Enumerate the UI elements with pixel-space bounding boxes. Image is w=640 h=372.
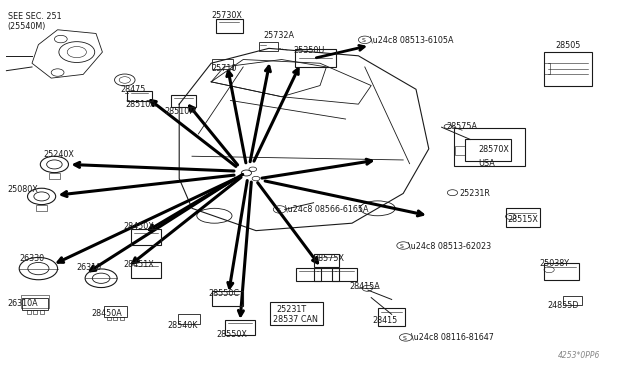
Text: S: S: [276, 208, 280, 213]
Bar: [21, 295, 49, 308]
Text: 28450A: 28450A: [92, 309, 122, 318]
Text: \u24c8 08513-6105A: \u24c8 08513-6105A: [370, 35, 453, 44]
Bar: [113, 317, 117, 320]
Text: 25710: 25710: [211, 64, 237, 73]
Bar: [314, 254, 339, 267]
Text: S: S: [400, 244, 404, 249]
Text: S: S: [362, 38, 365, 44]
Text: 28540K: 28540K: [168, 321, 198, 330]
Text: 28575A: 28575A: [446, 122, 477, 131]
Text: 28450X: 28450X: [124, 222, 154, 231]
Text: (25540M): (25540M): [8, 22, 46, 31]
Bar: [33, 310, 37, 314]
Text: \u24c8 08513-62023: \u24c8 08513-62023: [408, 241, 492, 250]
Bar: [212, 59, 233, 69]
Bar: [107, 317, 111, 320]
Text: 28505: 28505: [555, 41, 580, 50]
Text: \u24c8 08566-6165A: \u24c8 08566-6165A: [285, 205, 368, 214]
Bar: [104, 306, 127, 317]
Text: 28537 CAN: 28537 CAN: [273, 315, 317, 324]
Text: 26310A: 26310A: [8, 299, 38, 308]
Bar: [295, 49, 337, 67]
Bar: [259, 42, 278, 51]
Bar: [49, 173, 60, 179]
Bar: [212, 291, 243, 306]
Bar: [314, 268, 339, 281]
Bar: [465, 139, 511, 161]
Text: 28510M: 28510M: [164, 107, 196, 116]
Text: 28550X: 28550X: [216, 330, 247, 339]
Text: 28415: 28415: [372, 316, 397, 325]
Text: S: S: [403, 336, 406, 341]
Bar: [544, 63, 550, 74]
Bar: [131, 262, 161, 278]
Text: SEE SEC. 251: SEE SEC. 251: [8, 12, 61, 21]
Bar: [454, 128, 525, 166]
Text: USA: USA: [479, 159, 495, 168]
Text: 26330: 26330: [19, 254, 44, 263]
Bar: [27, 310, 31, 314]
Text: 24855D: 24855D: [548, 301, 579, 310]
Text: 28415A: 28415A: [349, 282, 380, 291]
Bar: [563, 295, 582, 305]
Text: 25732A: 25732A: [264, 31, 294, 40]
Text: 25350U: 25350U: [293, 46, 324, 55]
Bar: [544, 263, 579, 280]
Text: 25038Y: 25038Y: [540, 259, 570, 268]
Bar: [127, 91, 152, 101]
Bar: [506, 208, 540, 227]
Bar: [40, 310, 44, 314]
Text: 28550C: 28550C: [208, 289, 239, 298]
Bar: [225, 320, 255, 335]
Bar: [216, 19, 243, 33]
Text: 28475: 28475: [120, 85, 146, 94]
Bar: [131, 229, 161, 245]
Text: 25080X: 25080X: [8, 185, 38, 194]
Text: 26310: 26310: [77, 263, 102, 272]
Text: 4253*0PP6: 4253*0PP6: [558, 351, 600, 360]
Text: 28570X: 28570X: [479, 145, 509, 154]
Bar: [22, 298, 48, 310]
Bar: [296, 268, 321, 281]
Text: 28515X: 28515X: [508, 215, 538, 224]
Text: \u24c8 08116-81647: \u24c8 08116-81647: [411, 333, 493, 342]
Bar: [455, 146, 465, 155]
Bar: [120, 317, 124, 320]
Text: 25730X: 25730X: [211, 12, 242, 20]
Bar: [270, 302, 323, 325]
Bar: [378, 308, 405, 326]
Text: 25240X: 25240X: [44, 150, 74, 159]
Text: 28575X: 28575X: [314, 254, 344, 263]
Bar: [171, 95, 196, 107]
Bar: [332, 268, 357, 281]
Text: 28451X: 28451X: [124, 260, 154, 269]
Text: 25231T: 25231T: [276, 305, 307, 314]
Bar: [178, 314, 200, 324]
Text: 28510A: 28510A: [125, 100, 156, 109]
Text: 25231R: 25231R: [460, 189, 490, 198]
Bar: [36, 205, 47, 211]
Bar: [545, 52, 593, 86]
